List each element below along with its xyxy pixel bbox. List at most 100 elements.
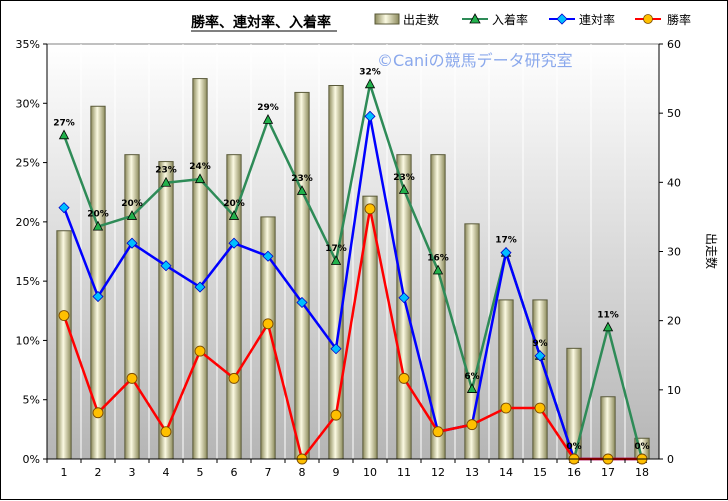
x-axis-tick-label: 10: [363, 466, 377, 479]
data-label-入着率: 16%: [427, 253, 449, 263]
bar-出走数: [498, 299, 514, 460]
x-axis-tick-label: 3: [129, 466, 136, 479]
x-axis-tick-label: 15: [533, 466, 547, 479]
x-axis-tick-label: 17: [601, 466, 615, 479]
marker-入着率: [364, 78, 376, 89]
x-axis-tick-label: 11: [397, 466, 411, 479]
marker-勝率: [228, 372, 240, 384]
bar-出走数: [532, 299, 548, 460]
left-axis-tick-label: 20%: [16, 216, 40, 229]
bar-出走数: [158, 161, 174, 460]
data-label-入着率: 6%: [464, 372, 479, 382]
label-layer: 27% 20% 20% 23% 24% 20% 29% 23% 17% 32% 23% 16% 6% 17…: [53, 67, 649, 452]
legend-marker-top2: [556, 13, 568, 25]
data-label-入着率: 32%: [359, 67, 381, 77]
left-axis-tick-label: 10%: [16, 334, 40, 347]
marker-連対率: [398, 292, 410, 304]
x-axis-tick-label: 2: [95, 466, 102, 479]
data-label-入着率: 23%: [155, 166, 177, 176]
left-axis-tick-label: 25%: [16, 157, 40, 170]
legend-label-bars: 出走数: [403, 12, 439, 27]
left-axis-tick-label: 5%: [23, 394, 40, 407]
bar-出走数: [56, 230, 72, 460]
left-axis-tick-label: 30%: [16, 97, 40, 110]
right-axis-tick-label: 0: [667, 453, 674, 466]
marker-連対率: [364, 110, 376, 122]
right-axis-tick-label: 60: [667, 38, 681, 51]
data-label-入着率: 11%: [597, 310, 619, 320]
legend-label-top2: 連対率: [579, 12, 615, 27]
marker-入着率: [228, 210, 240, 220]
x-axis-tick-label: 16: [567, 466, 581, 479]
left-axis-tick-label: 0%: [23, 453, 40, 466]
x-axis-tick-label: 5: [197, 466, 204, 479]
marker-勝率: [92, 407, 104, 419]
bar-layer: [56, 78, 650, 460]
marker-連対率: [296, 296, 308, 309]
right-axis-tick-label: 20: [667, 315, 681, 328]
marker-入着率: [194, 173, 206, 184]
marker-勝率: [364, 203, 376, 215]
data-label-入着率: 20%: [87, 210, 109, 220]
marker-入着率: [466, 383, 478, 393]
left-axis-tick-label: 15%: [16, 275, 40, 288]
marker-入着率: [126, 210, 138, 220]
marker-入着率: [398, 183, 410, 194]
data-label-入着率: 20%: [121, 199, 143, 209]
marker-入着率: [58, 129, 70, 140]
x-axis-tick-label: 1: [61, 466, 68, 479]
marker-入着率: [160, 176, 172, 187]
marker-連対率: [534, 350, 546, 362]
x-axis-tick-label: 6: [231, 466, 238, 479]
x-axis-tick-label: 12: [431, 466, 445, 479]
data-label-入着率: 20%: [223, 199, 245, 209]
marker-連対率: [160, 260, 172, 272]
x-axis-tick-label: 4: [163, 466, 170, 479]
data-label-入着率: 17%: [325, 244, 347, 254]
legend-item-bars: 出走数: [374, 12, 439, 27]
data-label-入着率: 0%: [566, 442, 581, 452]
chart-legend: 出走数 入着率 連対率 勝率: [374, 12, 691, 27]
marker-連対率: [262, 250, 274, 262]
marker-勝率: [160, 426, 172, 438]
legend-item-placing: 入着率: [462, 12, 528, 27]
right-axis-tick-label: 40: [667, 176, 681, 189]
data-label-入着率: 17%: [495, 236, 517, 246]
marker-layer: [58, 78, 648, 465]
legend-item-top2: 連対率: [549, 12, 615, 27]
marker-入着率: [296, 185, 308, 195]
legend-marker-win: [643, 14, 653, 24]
legend-marker-placing: [469, 13, 481, 24]
series-line-連対率: [62, 115, 642, 461]
data-label-入着率: 23%: [291, 174, 313, 184]
series-line-勝率: [62, 207, 642, 461]
marker-連対率: [330, 343, 342, 355]
left-axis-tick-label: 35%: [16, 38, 40, 51]
marker-連対率: [500, 247, 512, 259]
data-label-入着率: 9%: [532, 339, 547, 349]
legend-label-win: 勝率: [667, 12, 691, 27]
watermark: ©Caniの競馬データ研究室: [377, 51, 573, 70]
marker-連対率: [126, 237, 138, 249]
marker-勝率: [262, 318, 274, 330]
marker-入着率: [330, 255, 342, 265]
x-axis-tick-label: 13: [465, 466, 479, 479]
marker-連対率: [58, 202, 70, 214]
line-layer: [62, 83, 644, 461]
legend-swatch-bars: [374, 13, 400, 25]
data-label-入着率: 29%: [257, 103, 279, 113]
marker-勝率: [534, 402, 546, 414]
marker-勝率: [194, 345, 206, 357]
legend-item-win: 勝率: [635, 12, 691, 27]
data-label-入着率: 27%: [53, 118, 75, 128]
marker-連対率: [228, 237, 240, 249]
marker-勝率: [466, 419, 478, 431]
bar-出走数: [328, 85, 344, 460]
data-label-入着率: 0%: [634, 442, 649, 452]
marker-入着率: [262, 114, 274, 124]
marker-勝率: [126, 372, 138, 384]
marker-勝率: [58, 310, 70, 321]
